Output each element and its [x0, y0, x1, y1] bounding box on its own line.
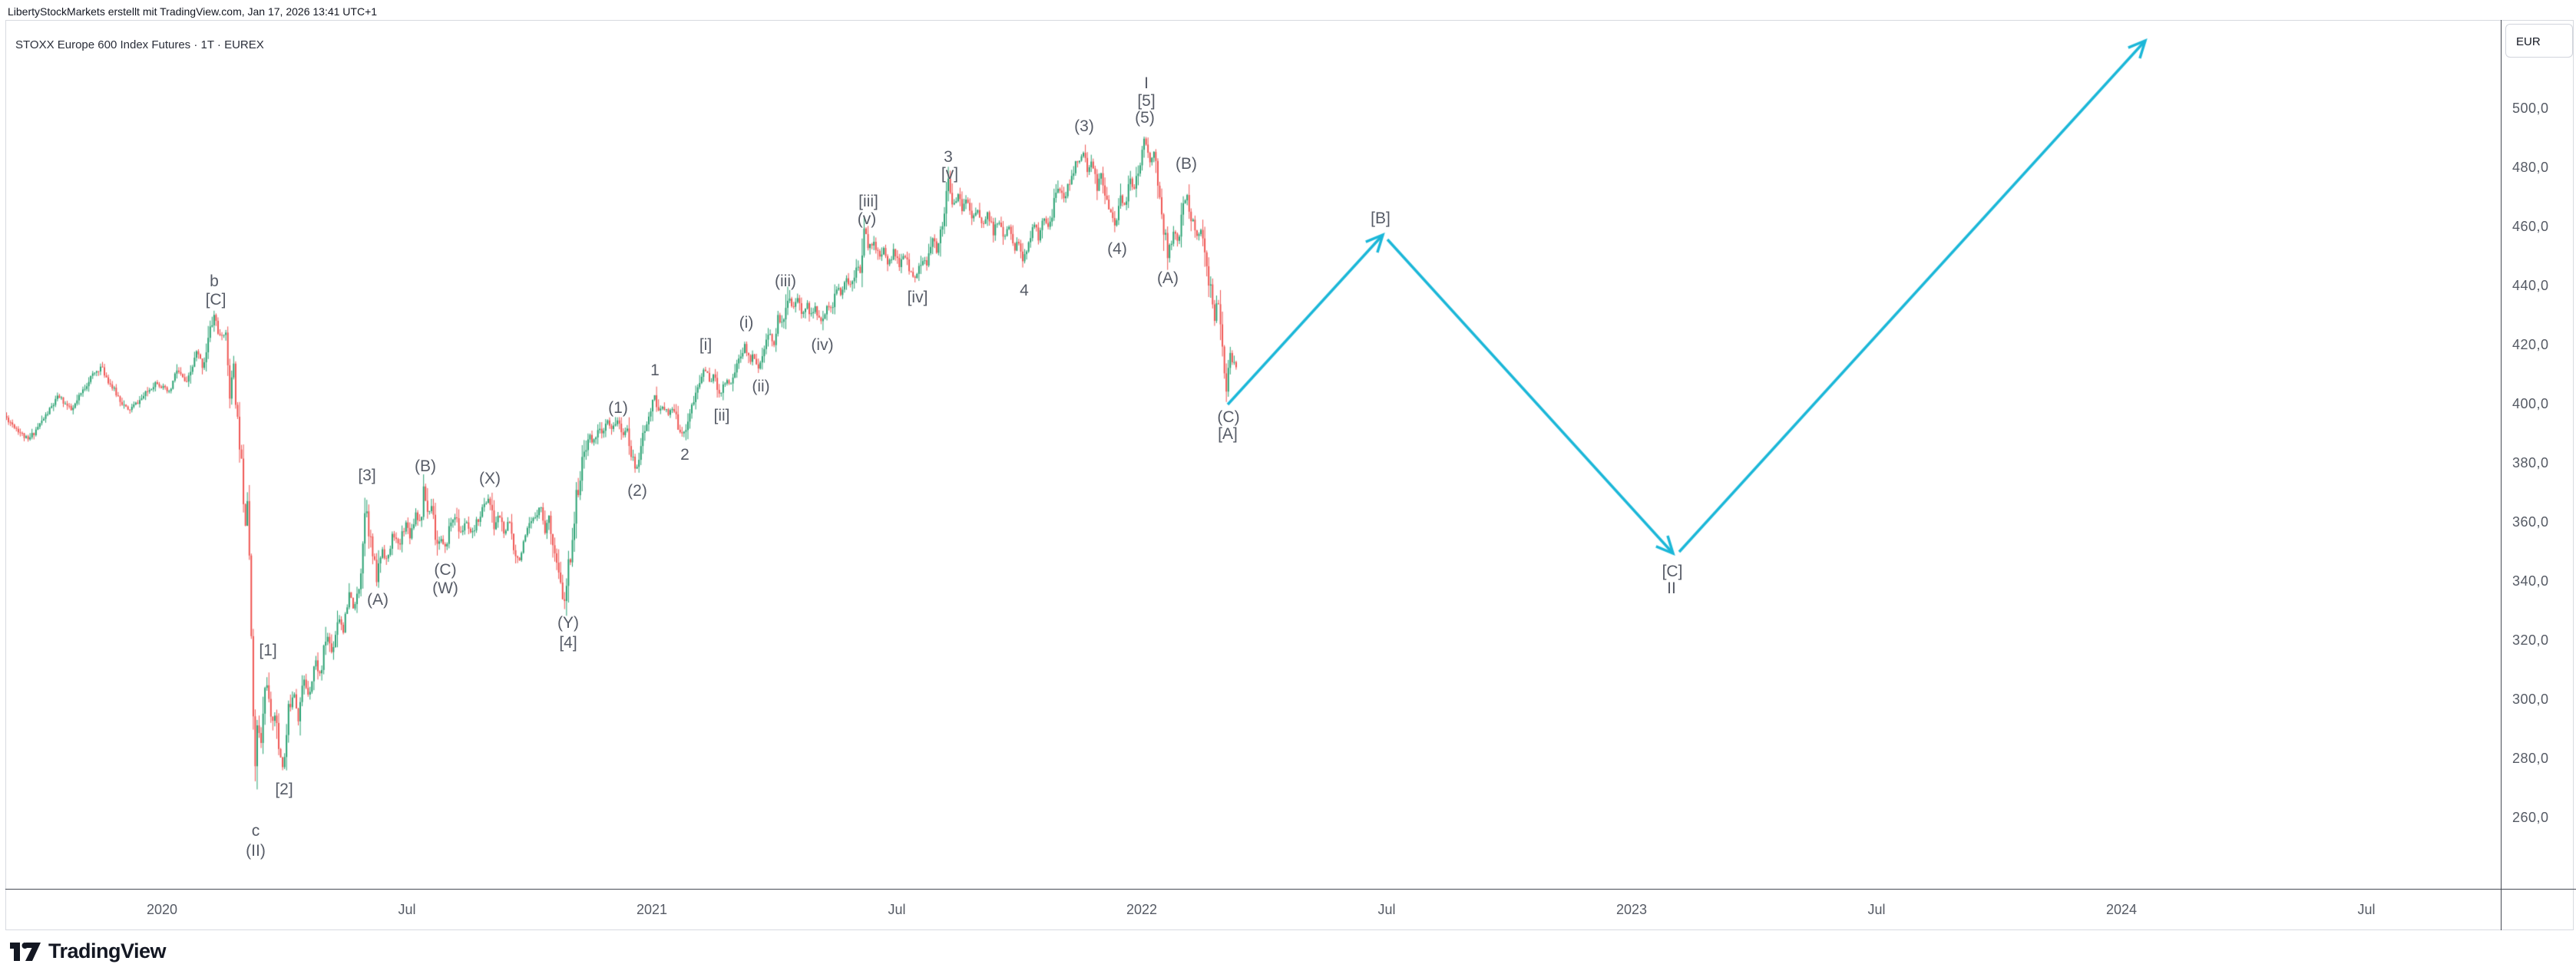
wave-label: [C] [1662, 563, 1683, 580]
wave-label: (i) [739, 314, 754, 332]
wave-label: (Y) [557, 614, 579, 632]
wave-label: (W) [432, 579, 458, 597]
wave-label: 2 [680, 446, 689, 464]
wave-label: (4) [1107, 240, 1127, 258]
wave-label: (C) [1217, 408, 1240, 426]
wave-label: (A) [1157, 269, 1179, 287]
wave-label: [iv] [907, 289, 928, 306]
price-tick-label: 280,0 [2512, 751, 2549, 766]
price-tick-label: 420,0 [2512, 337, 2549, 352]
tradingview-logo-text: TradingView [48, 939, 167, 962]
time-tick-label: Jul [1377, 902, 1396, 917]
attribution-text: LibertyStockMarkets erstellt mit Trading… [8, 5, 378, 18]
price-tick-label: 440,0 [2512, 278, 2549, 293]
wave-label: (2) [627, 482, 647, 500]
wave-label: [v] [941, 165, 959, 183]
wave-label: (B) [415, 457, 436, 475]
wave-label: [C] [205, 291, 227, 309]
price-tick-label: 400,0 [2512, 396, 2549, 411]
wave-label: [4] [559, 634, 577, 652]
price-tick-label: 320,0 [2512, 632, 2549, 648]
wave-label: [B] [1371, 210, 1391, 227]
time-tick-label: Jul [398, 902, 416, 917]
wave-label: [iii] [858, 193, 878, 210]
wave-label: b [210, 272, 219, 290]
wave-label: c [251, 822, 260, 840]
wave-label: (iv) [811, 336, 834, 354]
wave-label: (B) [1176, 155, 1197, 173]
tradingview-logo[interactable]: TradingView [9, 939, 167, 963]
wave-label: I [1144, 74, 1149, 92]
tradingview-logo-icon [10, 942, 41, 961]
time-axis-separator [5, 889, 2576, 890]
price-tick-label: 500,0 [2512, 101, 2549, 116]
currency-button[interactable]: EUR [2505, 24, 2573, 58]
wave-label: 3 [944, 148, 953, 166]
footer: TradingView [0, 930, 2576, 974]
price-chart-canvas[interactable] [6, 21, 2573, 929]
price-tick-label: 460,0 [2512, 219, 2549, 234]
wave-label: 1 [650, 362, 660, 379]
time-tick-label: 2023 [1615, 902, 1648, 917]
wave-label: [2] [275, 781, 293, 798]
wave-label: (3) [1074, 117, 1094, 135]
price-tick-label: 480,0 [2512, 160, 2549, 175]
wave-label: (5) [1135, 109, 1155, 127]
time-tick-label: 2021 [636, 902, 668, 917]
wave-label: (A) [367, 591, 389, 609]
wave-label: [5] [1137, 92, 1156, 110]
wave-label: [i] [699, 336, 713, 354]
wave-label: [A] [1218, 425, 1238, 443]
time-tick-label: Jul [1867, 902, 1886, 917]
price-tick-label: 300,0 [2512, 692, 2549, 707]
price-axis-separator [2501, 20, 2502, 930]
wave-label: (X) [479, 470, 501, 487]
price-tick-label: 380,0 [2512, 455, 2549, 470]
symbol-title: STOXX Europe 600 Index Futures · 1T · EU… [15, 38, 264, 51]
wave-label: (C) [434, 561, 457, 579]
wave-label: (II) [246, 842, 266, 860]
wave-label: II [1667, 579, 1676, 597]
price-tick-label: 260,0 [2512, 810, 2549, 825]
wave-label: (iii) [775, 272, 796, 290]
time-tick-label: 2020 [146, 902, 178, 917]
chart-panel [5, 20, 2574, 930]
wave-label: [3] [358, 467, 376, 484]
price-tick-label: 360,0 [2512, 514, 2549, 530]
wave-label: (ii) [752, 378, 770, 395]
wave-label: [ii] [713, 407, 730, 424]
time-tick-label: Jul [888, 902, 906, 917]
wave-label: [1] [259, 642, 277, 659]
price-tick-label: 340,0 [2512, 573, 2549, 589]
wave-label: (v) [857, 210, 877, 228]
wave-label: 4 [1020, 282, 1029, 299]
time-tick-label: 2022 [1126, 902, 1158, 917]
wave-label: (1) [608, 399, 628, 417]
time-tick-label: Jul [2357, 902, 2376, 917]
time-tick-label: 2024 [2105, 902, 2138, 917]
